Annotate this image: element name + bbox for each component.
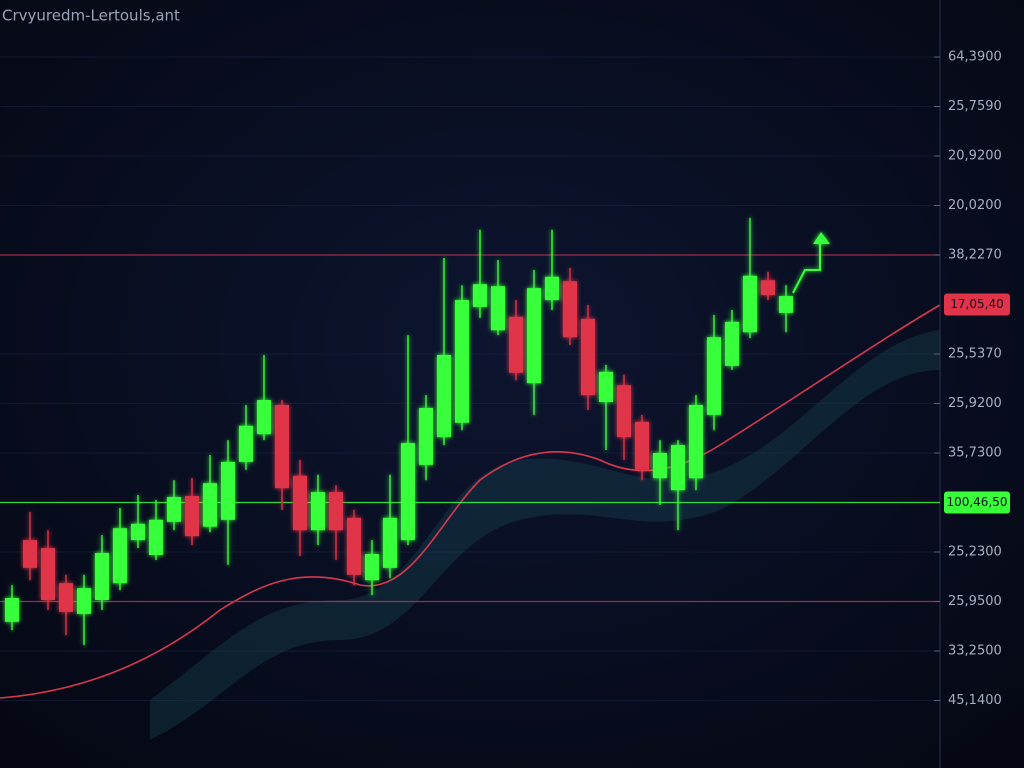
y-tick-label: 20,0200 (948, 198, 1002, 213)
candle-body (581, 318, 595, 396)
candle-body (401, 443, 415, 541)
candle-body (41, 548, 55, 601)
candle-body (329, 492, 343, 531)
candle-body (761, 280, 775, 296)
candle-body (221, 461, 235, 520)
candle-body (671, 445, 685, 491)
y-tick-label: 25,2300 (948, 545, 1002, 560)
candle-body (599, 371, 613, 403)
candle-body (131, 523, 145, 541)
y-tick-label: 33,2500 (948, 644, 1002, 659)
candle-body (365, 553, 379, 581)
y-tick-label: 38,2270 (948, 248, 1002, 263)
price-badge (944, 293, 1010, 316)
trend-arrow (792, 242, 821, 294)
moving-average (0, 304, 941, 699)
candle-body (725, 321, 739, 366)
candle-body (653, 453, 667, 479)
candle-body (707, 337, 721, 415)
chart-title: Crvyuredm-Lertouls,ant (2, 7, 180, 25)
candle-body (185, 496, 199, 537)
candles (5, 217, 793, 646)
candle-body (59, 583, 73, 612)
trend-arrowhead (813, 232, 830, 244)
y-axis: 45,1400 33,2500 25,9500 25,2300 35,7300 25,92… (934, 50, 1010, 708)
candle-body (491, 286, 505, 331)
candle-body (779, 296, 793, 313)
candle-body (257, 400, 271, 435)
y-tick-label: 25,9200 (948, 396, 1002, 411)
price-badge-label: 100,46,50 (946, 495, 1007, 509)
candle-body (545, 276, 559, 301)
y-tick-label: 25,7590 (948, 99, 1002, 114)
price-badge (944, 491, 1010, 514)
candle-body (437, 354, 451, 438)
candle-body (275, 404, 289, 489)
candle-body (239, 425, 253, 462)
price-badge-label: 17,05,40 (950, 297, 1003, 311)
y-tick-label: 64,3900 (948, 50, 1002, 65)
candle-body (689, 404, 703, 479)
candle-body (635, 421, 649, 470)
candle-body (149, 519, 163, 555)
y-tick-label: 20,9200 (948, 149, 1002, 164)
candle-body (113, 528, 127, 584)
candle-body (347, 517, 361, 575)
candle-body (563, 281, 577, 338)
candle-body (473, 284, 487, 307)
candle-body (383, 517, 397, 568)
candle-body (293, 475, 307, 531)
y-tick-label: 25,9500 (948, 594, 1002, 609)
candle-body (527, 288, 541, 384)
candle-body (203, 483, 217, 527)
candle-body (5, 598, 19, 622)
y-tick-label: 35,7300 (948, 446, 1002, 461)
candle-body (743, 275, 757, 333)
candle-body (23, 540, 37, 568)
candle-body (617, 385, 631, 438)
volatility-band (150, 330, 940, 740)
candle-body (77, 588, 91, 614)
candle-body (509, 316, 523, 373)
candle-body (311, 492, 325, 531)
candle-body (419, 407, 433, 465)
y-tick-label: 45,1400 (948, 693, 1002, 708)
candle-body (167, 497, 181, 522)
y-tick-label: 25,5370 (948, 347, 1002, 362)
candle-body (95, 552, 109, 601)
candle-body (455, 300, 469, 423)
